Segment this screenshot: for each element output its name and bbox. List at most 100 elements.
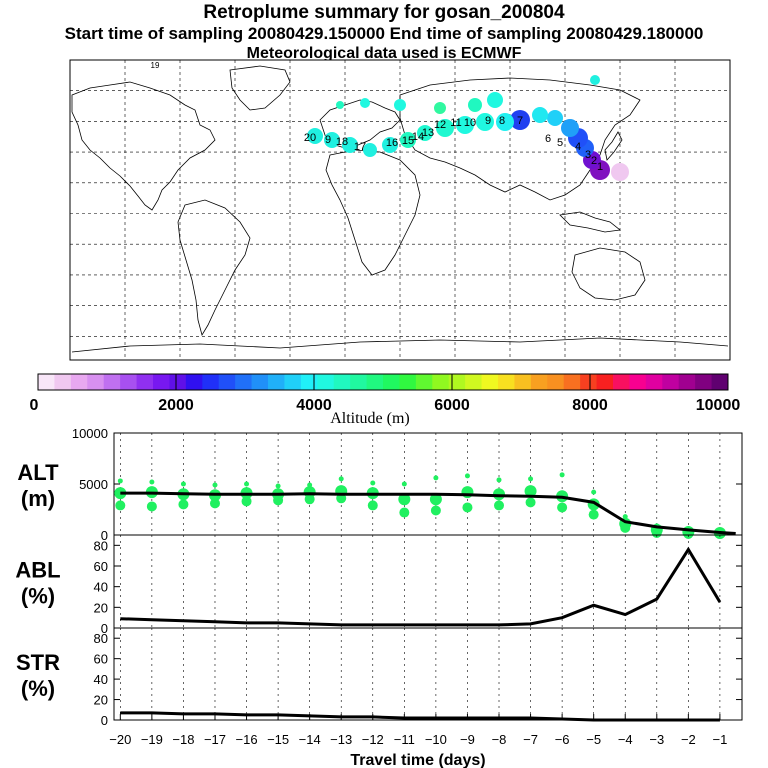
altitude-dot: [429, 493, 442, 506]
greenland-outline: [229, 65, 291, 111]
colorbar-cell: [613, 374, 630, 390]
plume-day-label: 11: [450, 117, 461, 129]
plume-day-label: 13: [422, 127, 434, 139]
colorbar-cells: [38, 374, 729, 390]
retroplume-track: [307, 75, 629, 181]
altitude-dot: [367, 500, 378, 511]
y-tick-label: 20: [94, 693, 108, 708]
y-tick-label: 0: [101, 621, 108, 636]
plume-point: [590, 75, 600, 85]
panel-frame: [113, 432, 743, 536]
colorbar-cell: [530, 374, 548, 390]
colorbar-cell: [202, 374, 220, 390]
colorbar-ticks: 0 2000 4000 6000 8000 10000: [30, 374, 741, 414]
y-tick-label: 40: [94, 672, 108, 687]
colorbar-tick-label: 4000: [296, 397, 332, 414]
altitude-dot: [559, 472, 565, 478]
colorbar-cell: [465, 374, 483, 390]
altitude-dot: [338, 476, 344, 482]
colorbar-cell: [366, 374, 384, 390]
x-tick-label: −3: [649, 732, 664, 747]
colorbar-cell: [103, 374, 121, 390]
colorbar-cell: [120, 374, 138, 390]
x-tick-label: −5: [586, 732, 601, 747]
plume-point: [342, 137, 358, 153]
south-america-outline: [177, 199, 251, 337]
altitude-dot: [528, 476, 534, 482]
north-america-outline: [71, 81, 216, 211]
colorbar-cell: [580, 374, 598, 390]
colorbar-cell: [268, 374, 285, 390]
altitude-dot: [591, 489, 597, 495]
plume-point: [394, 99, 406, 111]
plume-day-label: 14: [412, 131, 424, 143]
y-tick-label: 10000: [72, 426, 108, 441]
plume-day-label: 17: [354, 141, 366, 153]
altitude-dot: [212, 482, 218, 488]
altitude-dot: [433, 475, 439, 481]
x-tick-label: −18: [172, 732, 194, 747]
y-tick-label: 5000: [79, 477, 108, 492]
colorbar-tick-label: 8000: [572, 397, 608, 414]
plume-point: [532, 107, 548, 123]
y-tick-label: 40: [94, 580, 108, 595]
y-tick-label: 80: [94, 631, 108, 646]
colorbar-tick-label: 0: [30, 397, 39, 414]
map-grid: [70, 60, 730, 360]
altitude-dot: [146, 501, 157, 512]
colorbar-cell: [153, 374, 170, 390]
plume-day-label: 9: [325, 134, 331, 146]
colorbar-cell: [563, 374, 581, 390]
altitude-dot: [622, 514, 628, 520]
x-axis-label: Travel time (days): [350, 752, 485, 768]
panel-ylabel: ABL: [15, 558, 60, 583]
abl-panel: 0 20 40 60 80 ABL(%): [15, 534, 743, 636]
panel-frame: [113, 534, 743, 629]
x-tick-label: −6: [555, 732, 570, 747]
colorbar-cell: [333, 374, 351, 390]
y-tick-label: 20: [94, 600, 108, 615]
australia-outline: [571, 247, 646, 301]
panel-frame: [113, 627, 743, 721]
y-tick-label: 0: [101, 713, 108, 728]
x-tick-label: −17: [204, 732, 226, 747]
panel-ylabel: STR: [16, 650, 60, 675]
colorbar-cell: [87, 374, 105, 390]
africa-outline: [325, 149, 421, 276]
x-tick-label: −15: [267, 732, 289, 747]
x-tick-label: −12: [362, 732, 384, 747]
plume-day-label: 2: [591, 155, 597, 167]
altitude-dot: [588, 509, 599, 520]
plume-point: [436, 119, 454, 137]
altitude-dot: [461, 486, 474, 499]
plume-point: [476, 113, 494, 131]
colorbar-cell: [662, 374, 680, 390]
altitude-dot: [303, 486, 316, 499]
plume-point: [363, 143, 377, 157]
colorbar-cell: [218, 374, 236, 390]
plume-day-label: 3: [585, 149, 591, 161]
altitude-dot: [401, 481, 407, 487]
colorbar-cell: [300, 374, 318, 390]
sampling-times: Start time of sampling 20080429.150000 E…: [64, 24, 704, 43]
colorbar-cell: [711, 374, 729, 390]
alt-panel: 0 5000 10000 ALT(m): [17, 426, 743, 543]
colorbar-cell: [629, 374, 647, 390]
altitude-dot: [430, 505, 441, 516]
plume-day-label: 7: [517, 115, 523, 127]
colorbar-cell: [235, 374, 253, 390]
colorbar-cell: [251, 374, 269, 390]
altitude-dot: [494, 500, 505, 511]
colorbar-tick-label: 10000: [696, 397, 741, 414]
colorbar-cell: [185, 374, 203, 390]
plume-point: [547, 110, 563, 126]
x-tick-label: −7: [523, 732, 538, 747]
altitude-dot: [399, 507, 410, 518]
altitude-dot: [398, 493, 411, 506]
series-line-abl: [120, 546, 722, 627]
colorbar-cell: [284, 374, 302, 390]
plume-day-label: 12: [434, 119, 446, 131]
